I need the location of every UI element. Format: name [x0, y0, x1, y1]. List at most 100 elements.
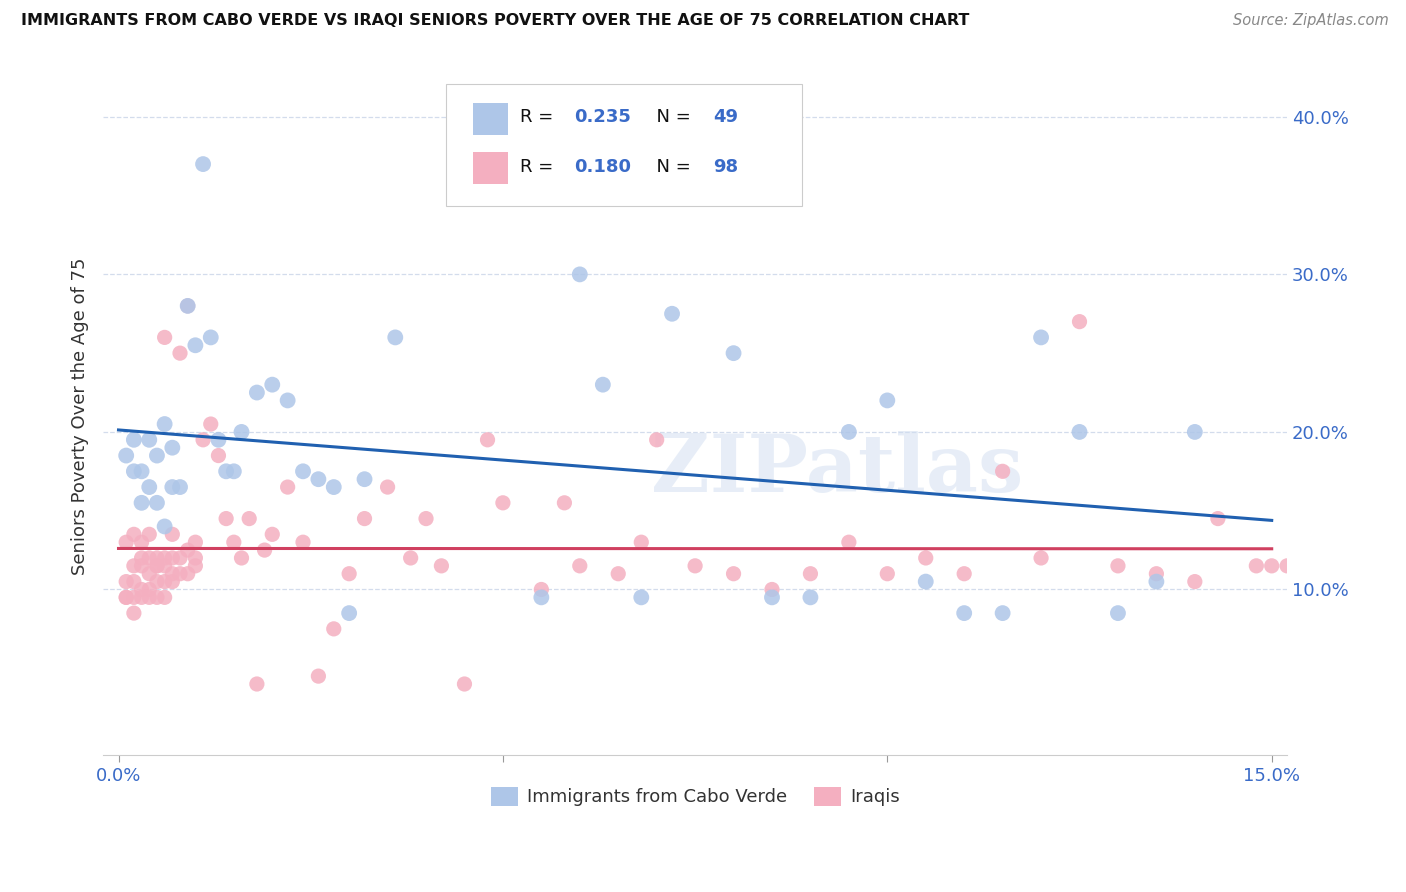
Point [377, 480, 399, 494]
Point [1144, 574, 1167, 589]
Point [222, 464, 245, 478]
Point [1029, 330, 1052, 344]
Point [307, 669, 329, 683]
Point [384, 330, 406, 344]
Point [184, 535, 207, 549]
Text: 0.180: 0.180 [574, 158, 631, 176]
Point [207, 449, 229, 463]
Point [453, 677, 475, 691]
Point [1322, 558, 1344, 573]
Point [568, 558, 591, 573]
Point [1299, 558, 1322, 573]
Point [138, 527, 160, 541]
Point [838, 425, 860, 439]
Text: N =: N = [645, 158, 697, 176]
Point [138, 480, 160, 494]
Point [1029, 551, 1052, 566]
Text: R =: R = [520, 158, 558, 176]
Point [761, 582, 783, 597]
Point [231, 425, 253, 439]
Point [876, 393, 898, 408]
Point [176, 543, 198, 558]
Point [246, 385, 269, 400]
Point [146, 558, 169, 573]
Point [207, 433, 229, 447]
Point [322, 480, 344, 494]
Point [262, 527, 284, 541]
Text: 98: 98 [713, 158, 738, 176]
Text: ZIPatlas: ZIPatlas [651, 432, 1024, 509]
Point [131, 464, 153, 478]
Point [337, 606, 360, 620]
Point [122, 433, 145, 447]
Point [231, 551, 253, 566]
Text: R =: R = [520, 108, 558, 126]
Text: 0.235: 0.235 [574, 108, 631, 126]
Point [146, 551, 169, 566]
Point [153, 417, 176, 431]
Point [138, 433, 160, 447]
Legend: Immigrants from Cabo Verde, Iraqis: Immigrants from Cabo Verde, Iraqis [484, 780, 907, 814]
Point [1184, 425, 1206, 439]
Point [122, 591, 145, 605]
Point [277, 480, 299, 494]
Point [292, 535, 315, 549]
Point [191, 433, 214, 447]
Point [238, 511, 260, 525]
Point [122, 606, 145, 620]
Point [146, 574, 169, 589]
Point [914, 551, 936, 566]
Point [1275, 558, 1298, 573]
Point [1069, 425, 1091, 439]
Point [1144, 566, 1167, 581]
Point [169, 566, 191, 581]
Point [115, 449, 138, 463]
Bar [472, 103, 508, 135]
Y-axis label: Seniors Poverty Over the Age of 75: Seniors Poverty Over the Age of 75 [72, 258, 89, 575]
Point [131, 558, 153, 573]
Point [723, 346, 745, 360]
Point [115, 591, 138, 605]
Point [337, 566, 360, 581]
Point [530, 582, 553, 597]
Point [1107, 558, 1129, 573]
Point [1399, 566, 1406, 581]
FancyBboxPatch shape [447, 84, 801, 206]
Point [191, 157, 214, 171]
Point [169, 551, 191, 566]
Point [162, 527, 184, 541]
Point [138, 566, 160, 581]
Point [876, 566, 898, 581]
Point [799, 591, 821, 605]
Point [477, 433, 499, 447]
Point [122, 464, 145, 478]
Point [430, 558, 453, 573]
Point [131, 591, 153, 605]
Point [953, 606, 976, 620]
Point [568, 268, 591, 282]
Point [322, 622, 344, 636]
Point [169, 346, 191, 360]
Point [146, 591, 169, 605]
Point [1107, 606, 1129, 620]
Bar [472, 152, 508, 185]
Point [991, 606, 1014, 620]
Point [953, 566, 976, 581]
Point [122, 527, 145, 541]
Point [184, 558, 207, 573]
Point [146, 558, 169, 573]
Point [799, 566, 821, 581]
Point [592, 377, 614, 392]
Point [292, 464, 315, 478]
Point [162, 441, 184, 455]
Point [607, 566, 630, 581]
Text: 49: 49 [713, 108, 738, 126]
Point [399, 551, 422, 566]
Point [838, 535, 860, 549]
Point [115, 535, 138, 549]
Point [914, 574, 936, 589]
Point [138, 551, 160, 566]
Point [122, 558, 145, 573]
Point [200, 417, 222, 431]
Point [131, 551, 153, 566]
